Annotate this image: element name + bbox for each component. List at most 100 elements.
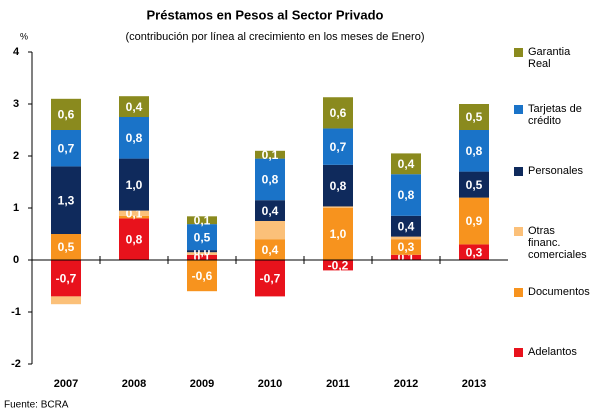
data-label: 1,3 [58,193,75,207]
x-tick-label: 2012 [394,378,418,390]
legend-label: Adelantos [528,346,577,358]
legend-item: Tarjetas de crédito [514,103,590,127]
bar-segment [391,254,421,260]
x-tick-label: 2010 [258,378,282,390]
data-label: 0,8 [398,188,415,202]
data-label: 0,8 [126,232,143,246]
data-label: 0,1 [194,213,211,227]
data-label: 0,6 [58,108,75,122]
data-label: -0,2 [328,258,349,272]
bar-segment [187,224,217,251]
data-label: 0,4 [398,157,415,171]
bar-segment [255,200,285,221]
x-tick-label: 2009 [190,378,214,390]
data-label: 0,5 [466,110,483,124]
bar-segment [255,260,285,297]
x-tick-label: 2011 [326,378,350,390]
bar-segment [119,96,149,117]
bar-segment [119,215,149,219]
legend-swatch [514,288,523,297]
chart-title: Préstamos en Pesos al Sector Privado [147,7,384,22]
bar-segment [391,215,421,237]
data-label: 0,4 [398,219,415,233]
data-label: 0,1 [262,148,279,162]
bar-segment [51,166,81,234]
bar-segment [119,218,149,260]
data-label: 0,8 [466,144,483,158]
y-tick-label: 1 [13,202,19,214]
source: Fuente: BCRA [4,400,69,411]
bar-segment [323,206,353,208]
legend-item: Garantia Real [514,46,590,70]
legend-label: Tarjetas de crédito [528,103,582,127]
bar-segment [119,117,149,159]
bar-segment [459,130,489,172]
data-label: 0,6 [330,106,347,120]
data-label: 0,5 [466,178,483,192]
bar-segment [51,98,81,130]
legend-item: Adelantos [514,346,590,358]
bar-segment [187,252,217,255]
bar-segment [255,158,285,201]
bar-segment [255,239,285,260]
data-label: -0,6 [192,269,213,283]
bar-segment [255,150,285,159]
data-label: 0,9 [466,214,483,228]
legend-swatch [514,167,523,176]
bar-segment [459,104,489,130]
bar-segment [391,236,421,240]
legend-item: Personales [514,165,590,177]
bar-segment [391,239,421,255]
bar-segment [323,260,353,271]
legend-item: Documentos [514,286,590,298]
y-tick-label: 2 [13,150,19,162]
legend-swatch [514,105,523,114]
data-label: -0,7 [260,271,281,285]
data-label: 0,8 [126,131,143,145]
bar-segment [323,128,353,165]
y-tick-label: 3 [13,98,19,110]
data-label: 0,7 [330,140,347,154]
bar-segment [323,97,353,129]
bar-segment [459,171,489,198]
data-label: 0,5 [194,230,211,244]
y-tick-label: -1 [11,306,21,318]
data-label: 1,0 [330,227,347,241]
legend-item: Otras financ. comerciales [514,225,590,261]
data-label: 0,3 [398,240,415,254]
y-tick-label: 4 [13,46,20,58]
bar-segment [51,234,81,260]
data-label: 0,8 [262,173,279,187]
chart-subtitle: (contribución por línea al crecimiento e… [126,31,425,43]
legend-label: Garantia Real [528,46,571,70]
bar-segment [51,130,81,167]
data-label: 0,7 [58,141,75,155]
data-label: 0,4 [126,100,143,114]
bar-segment [391,153,421,175]
data-label: 0,3 [466,245,483,259]
bar-segment [119,210,149,216]
y-tick-label: 0 [13,254,19,266]
bar-segment [51,296,81,305]
bar-segment [323,208,353,260]
bar-segment [459,244,489,260]
legend-label: Personales [528,165,584,177]
legend-swatch [514,48,523,57]
bar-segment [391,174,421,216]
bar-segment [187,250,217,253]
bar-segment [187,254,217,260]
bar-segment [119,158,149,211]
x-tick-label: 2007 [54,378,78,390]
legend-label: Documentos [528,286,590,298]
data-label: 1,0 [126,178,143,192]
data-label: 0,4 [262,204,279,218]
x-tick-label: 2008 [122,378,146,390]
legend-swatch [514,227,523,236]
bar-segment [51,260,81,297]
data-label: 0,5 [58,240,75,254]
y-tick-label: -2 [11,358,21,370]
y-axis-label: % [20,31,28,41]
data-label: -0,7 [56,271,77,285]
